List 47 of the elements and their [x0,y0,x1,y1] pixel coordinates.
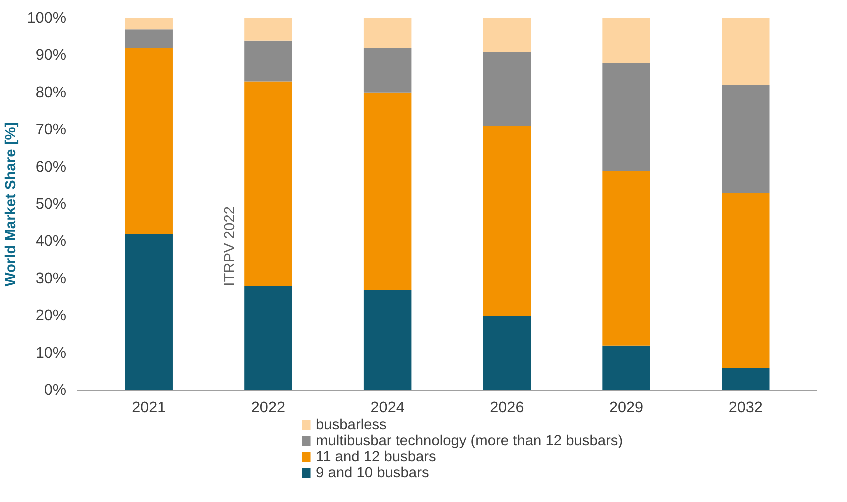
bar [364,92,412,290]
y-axis-title: World Market Share [%] [3,122,20,287]
x-tick-label: 2032 [728,400,763,416]
bar [602,63,650,172]
y-tick-label: 0% [44,382,67,399]
y-tick-label: 10% [36,344,67,362]
bar [722,368,770,390]
bar [125,30,173,48]
bar [483,52,532,126]
bar [722,85,770,194]
y-tick-label: 80% [36,84,67,102]
y-tick-label: 40% [36,233,67,250]
annotation: ITRPV 2022 [222,206,239,286]
bar [722,18,770,86]
bar [483,18,532,52]
bar [125,234,173,390]
bar [722,193,770,368]
bar [602,171,650,346]
x-tick-label: 2022 [251,400,286,416]
y-tick-label: 20% [36,308,67,325]
legend-label: 9 and 10 busbars [316,466,430,482]
bar [364,48,412,93]
x-tick-label: 2026 [490,400,524,416]
y-tick-label: 30% [36,270,67,288]
bar [602,18,650,64]
bar [244,82,292,286]
x-tick-label: 2029 [609,400,644,416]
bar [364,290,412,390]
bar [483,126,532,316]
bar [125,48,173,234]
legend-label: busbarless [316,418,387,434]
bar [244,40,292,82]
bar [483,316,532,390]
bar [125,18,173,30]
x-tick-label: 2024 [370,400,406,416]
y-tick-label: 90% [36,47,67,64]
bar [244,286,292,390]
legend-label: 11 and 12 busbars [316,450,436,466]
bar [244,18,292,41]
y-tick-label: 70% [36,122,67,139]
bar [364,18,412,48]
y-tick-label: 50% [36,196,67,213]
legend-label: multibusbar technology (more than 12 busbars) [316,434,624,450]
y-tick-label: 100% [27,10,67,27]
y-tick-label: 60% [36,158,67,176]
bar [602,346,650,390]
x-tick-label: 2021 [132,400,166,416]
